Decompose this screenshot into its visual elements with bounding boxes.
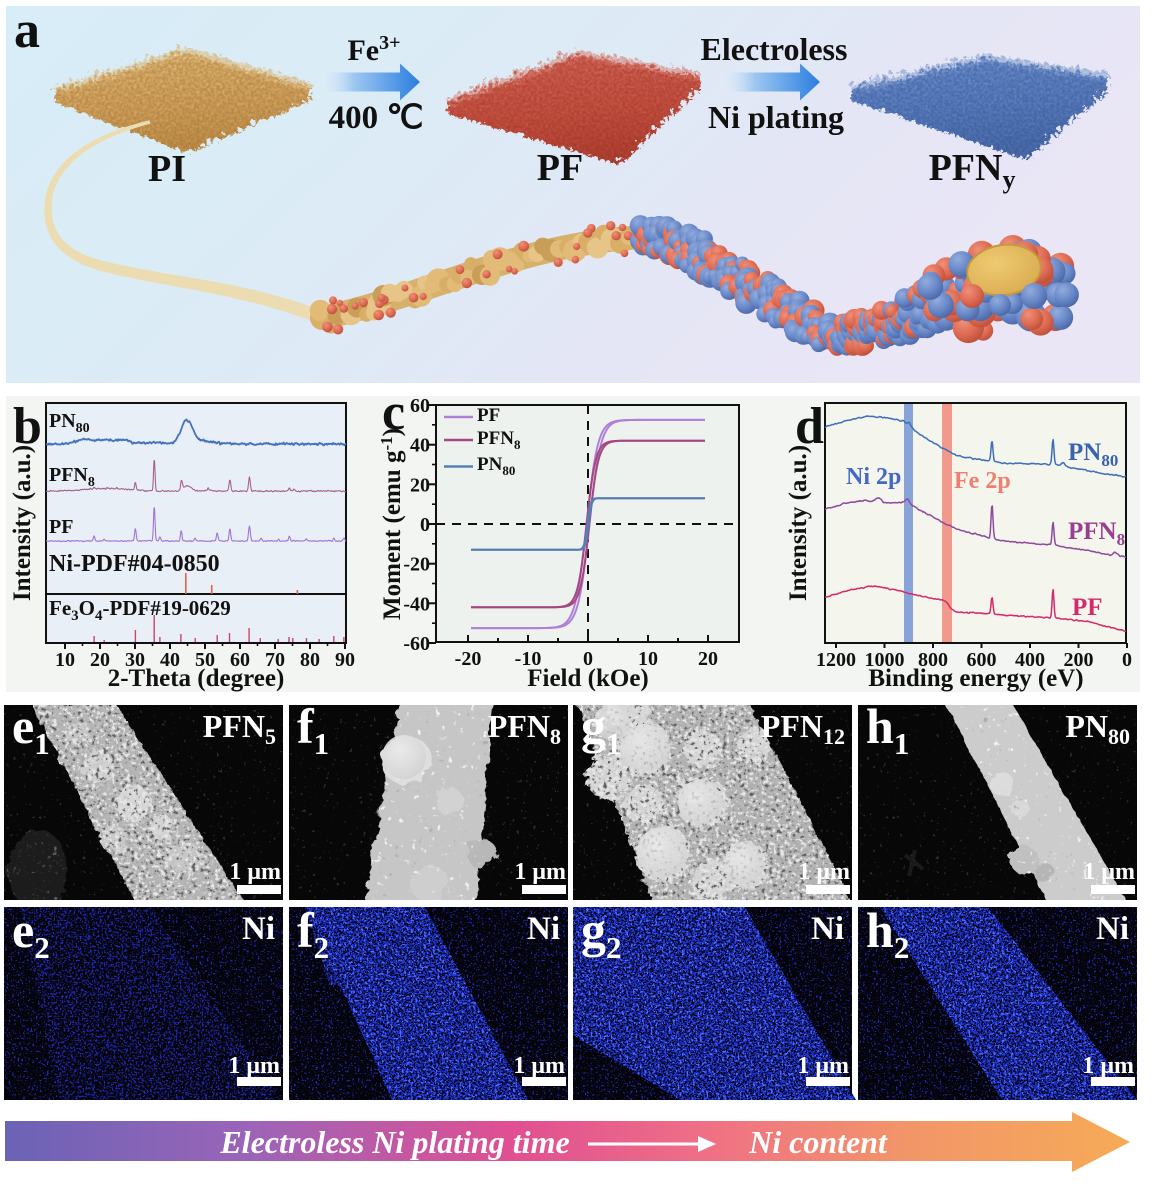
svg-text:30: 30: [125, 649, 145, 671]
svg-text:60: 60: [410, 396, 430, 417]
svg-text:Fe 2p: Fe 2p: [954, 468, 1011, 494]
svg-text:Electroless: Electroless: [701, 31, 848, 67]
svg-text:1 μm: 1 μm: [797, 1053, 849, 1079]
svg-text:1 μm: 1 μm: [1083, 859, 1135, 885]
svg-text:PN80: PN80: [477, 454, 515, 478]
svg-text:90: 90: [335, 649, 355, 671]
svg-text:PF: PF: [477, 405, 500, 426]
svg-text:b: b: [13, 398, 42, 455]
svg-text:-20: -20: [403, 554, 430, 576]
svg-text:20: 20: [90, 649, 110, 671]
svg-text:1 μm: 1 μm: [1082, 1053, 1134, 1079]
svg-text:PFN8: PFN8: [477, 428, 521, 452]
svg-text:Moment (emu g-1): Moment (emu g-1): [377, 428, 406, 620]
svg-text:Ni-PDF#04-0850: Ni-PDF#04-0850: [49, 551, 220, 577]
svg-text:1 μm: 1 μm: [798, 859, 850, 885]
svg-text:Intensity (a.u.): Intensity (a.u.): [9, 445, 36, 601]
svg-text:Fe3O4-PDF#19-0629: Fe3O4-PDF#19-0629: [49, 596, 231, 624]
svg-text:Ni content: Ni content: [748, 1124, 888, 1160]
svg-text:-40: -40: [403, 593, 430, 615]
svg-text:70: 70: [265, 649, 285, 671]
svg-text:a: a: [14, 6, 40, 59]
svg-text:PF: PF: [49, 516, 73, 538]
svg-text:Intensity (a.u.): Intensity (a.u.): [785, 445, 812, 601]
svg-text:PF: PF: [1072, 594, 1103, 621]
svg-text:2-Theta (degree): 2-Theta (degree): [108, 665, 285, 692]
svg-text:Ni: Ni: [527, 911, 560, 947]
svg-text:20: 20: [410, 474, 430, 496]
svg-text:PF: PF: [537, 147, 583, 189]
svg-text:50: 50: [195, 649, 215, 671]
svg-text:Electroless Ni plating time: Electroless Ni plating time: [219, 1124, 569, 1160]
svg-text:10: 10: [638, 648, 658, 670]
svg-text:400 ℃: 400 ℃: [329, 100, 424, 136]
svg-text:c: c: [382, 396, 405, 441]
svg-text:-60: -60: [403, 633, 430, 655]
svg-text:600: 600: [967, 649, 997, 671]
svg-text:10: 10: [55, 649, 75, 671]
svg-text:20: 20: [698, 648, 718, 670]
svg-text:PFN8: PFN8: [488, 708, 561, 749]
svg-text:Ni plating: Ni plating: [708, 99, 844, 135]
svg-text:-20: -20: [455, 648, 482, 670]
svg-text:0: 0: [420, 514, 430, 536]
svg-text:h2: h2: [866, 902, 909, 965]
svg-text:800: 800: [918, 649, 948, 671]
svg-text:0: 0: [1122, 649, 1132, 671]
svg-text:PI: PI: [148, 148, 186, 190]
svg-text:PFN5: PFN5: [203, 708, 276, 749]
svg-text:Ni: Ni: [811, 911, 844, 947]
svg-text:Ni: Ni: [1096, 911, 1129, 947]
svg-text:60: 60: [230, 649, 250, 671]
svg-text:1 μm: 1 μm: [228, 1053, 280, 1079]
svg-text:400: 400: [1015, 649, 1045, 671]
svg-text:80: 80: [300, 649, 320, 671]
svg-text:Ni 2p: Ni 2p: [846, 464, 901, 490]
svg-text:200: 200: [1064, 649, 1094, 671]
svg-text:Binding energy (eV): Binding energy (eV): [868, 665, 1083, 692]
svg-text:1 μm: 1 μm: [513, 1053, 565, 1079]
svg-text:40: 40: [160, 649, 180, 671]
svg-text:PFN8: PFN8: [1068, 518, 1125, 549]
svg-text:PFN8: PFN8: [49, 464, 95, 490]
svg-text:-10: -10: [515, 648, 542, 670]
svg-text:PFNy: PFNy: [929, 147, 1016, 194]
svg-text:1 μm: 1 μm: [514, 859, 566, 885]
svg-text:1200: 1200: [816, 649, 856, 671]
svg-text:1 μm: 1 μm: [229, 859, 281, 885]
svg-text:Field (kOe): Field (kOe): [527, 665, 649, 692]
svg-text:0: 0: [583, 648, 593, 670]
svg-text:d: d: [795, 398, 824, 455]
svg-text:40: 40: [410, 435, 430, 457]
svg-text:1000: 1000: [865, 649, 905, 671]
svg-text:Ni: Ni: [242, 911, 275, 947]
